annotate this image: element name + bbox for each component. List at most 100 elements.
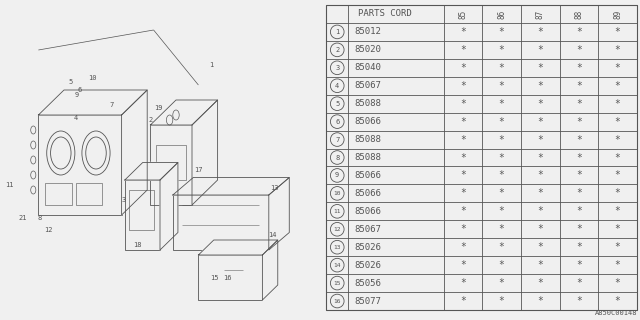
Text: 18: 18 — [133, 242, 142, 248]
Text: 85067: 85067 — [355, 81, 381, 90]
Text: 17: 17 — [194, 167, 203, 173]
Polygon shape — [122, 90, 147, 215]
Text: *: * — [499, 188, 504, 198]
Text: *: * — [614, 45, 621, 55]
Text: *: * — [614, 224, 621, 234]
Text: *: * — [499, 296, 504, 306]
Polygon shape — [125, 163, 178, 180]
Text: 6: 6 — [335, 119, 339, 124]
Text: 85: 85 — [458, 9, 467, 19]
Text: *: * — [576, 45, 582, 55]
Text: *: * — [576, 153, 582, 163]
Text: 2: 2 — [335, 47, 339, 53]
Text: 2: 2 — [148, 117, 152, 123]
Text: *: * — [614, 63, 621, 73]
Text: *: * — [499, 153, 504, 163]
Bar — [156, 145, 186, 180]
Text: *: * — [460, 153, 466, 163]
Text: *: * — [614, 27, 621, 37]
Text: *: * — [614, 188, 621, 198]
Text: 87: 87 — [536, 9, 545, 19]
Text: *: * — [576, 242, 582, 252]
Text: *: * — [499, 278, 504, 288]
Text: *: * — [499, 260, 504, 270]
Polygon shape — [192, 100, 218, 205]
Text: 85077: 85077 — [355, 297, 381, 306]
Text: 85066: 85066 — [355, 117, 381, 126]
Text: *: * — [538, 260, 543, 270]
Text: *: * — [538, 224, 543, 234]
Text: *: * — [576, 81, 582, 91]
Text: 88: 88 — [575, 9, 584, 19]
Text: 5: 5 — [335, 101, 339, 107]
Text: *: * — [499, 206, 504, 216]
Text: *: * — [576, 99, 582, 109]
Text: *: * — [576, 278, 582, 288]
Text: 9: 9 — [335, 172, 339, 179]
Text: 7: 7 — [110, 102, 114, 108]
Text: *: * — [460, 171, 466, 180]
Text: PARTS CORD: PARTS CORD — [358, 10, 412, 19]
Text: 11: 11 — [5, 182, 14, 188]
Text: *: * — [499, 224, 504, 234]
Text: 3: 3 — [335, 65, 339, 71]
Text: *: * — [538, 27, 543, 37]
Text: *: * — [576, 134, 582, 145]
Text: 3: 3 — [122, 197, 125, 203]
Text: *: * — [614, 278, 621, 288]
Text: 4: 4 — [74, 115, 77, 121]
Polygon shape — [173, 178, 289, 195]
Text: 10: 10 — [88, 75, 97, 81]
Text: 85056: 85056 — [355, 279, 381, 288]
Text: *: * — [499, 81, 504, 91]
Bar — [125, 180, 160, 250]
Text: 10: 10 — [333, 191, 341, 196]
Bar — [150, 125, 192, 205]
Text: 13: 13 — [333, 245, 341, 250]
Text: 89: 89 — [613, 9, 622, 19]
Text: 85066: 85066 — [355, 171, 381, 180]
Text: *: * — [460, 206, 466, 216]
Text: *: * — [576, 188, 582, 198]
Text: *: * — [538, 296, 543, 306]
Text: *: * — [499, 242, 504, 252]
Text: *: * — [538, 45, 543, 55]
Text: *: * — [614, 81, 621, 91]
Text: *: * — [614, 116, 621, 127]
Polygon shape — [160, 163, 178, 250]
Text: *: * — [576, 260, 582, 270]
Text: 85088: 85088 — [355, 153, 381, 162]
Text: *: * — [614, 171, 621, 180]
Text: *: * — [460, 296, 466, 306]
Text: *: * — [460, 63, 466, 73]
Text: 85020: 85020 — [355, 45, 381, 54]
Text: *: * — [460, 242, 466, 252]
Text: *: * — [460, 27, 466, 37]
Text: 21: 21 — [18, 215, 27, 221]
Text: *: * — [614, 296, 621, 306]
Text: 7: 7 — [335, 137, 339, 142]
Text: *: * — [460, 81, 466, 91]
Polygon shape — [198, 240, 278, 255]
Text: *: * — [460, 278, 466, 288]
Text: 12: 12 — [333, 227, 341, 232]
Text: 12: 12 — [44, 227, 52, 233]
Text: 16: 16 — [333, 299, 341, 304]
Text: *: * — [538, 81, 543, 91]
Text: 15: 15 — [333, 281, 341, 285]
Text: 8: 8 — [38, 215, 42, 221]
Text: *: * — [499, 171, 504, 180]
Polygon shape — [38, 90, 147, 115]
Text: *: * — [460, 45, 466, 55]
Text: *: * — [499, 63, 504, 73]
Text: *: * — [499, 134, 504, 145]
Text: *: * — [460, 188, 466, 198]
Text: 1: 1 — [335, 29, 339, 35]
Text: 85088: 85088 — [355, 135, 381, 144]
Text: *: * — [460, 224, 466, 234]
Text: 86: 86 — [497, 9, 506, 19]
Text: *: * — [460, 99, 466, 109]
Text: 13: 13 — [269, 185, 278, 191]
Text: *: * — [538, 99, 543, 109]
Text: 19: 19 — [154, 105, 163, 111]
